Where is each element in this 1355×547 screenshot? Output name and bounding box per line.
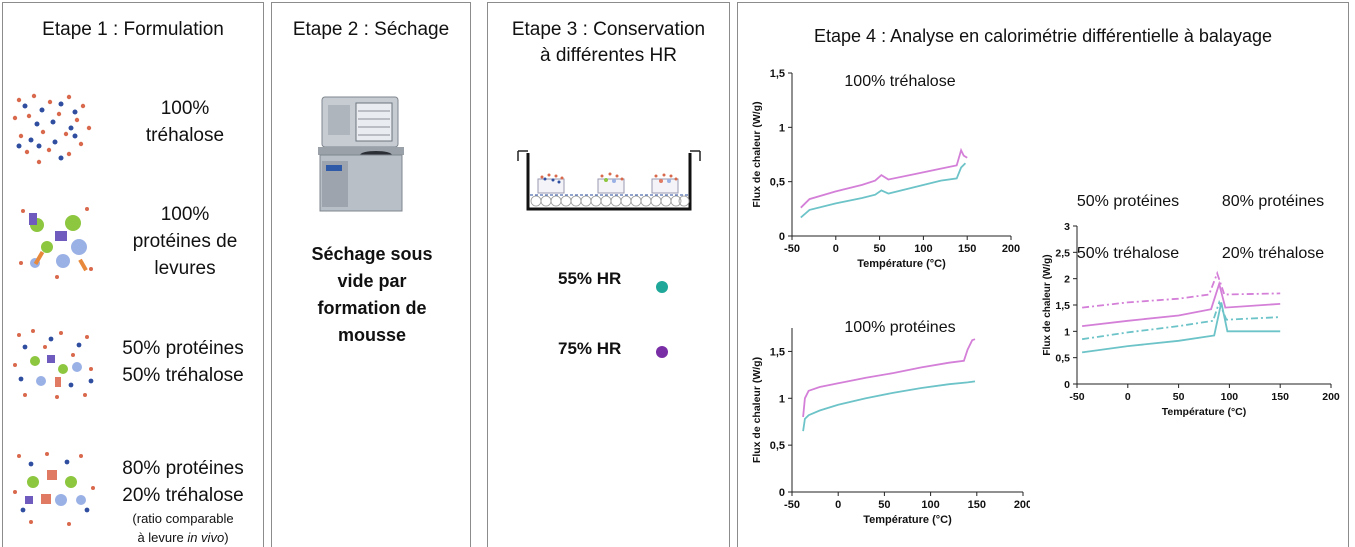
chart-mixtures-x-tick-label: 150 <box>1271 391 1289 403</box>
legend-label-80-20-line2: 20% tréhalose <box>1221 245 1325 262</box>
chart-trehalose-series-line <box>800 147 968 209</box>
chart-mixtures-y-tick-label: 2 <box>1064 274 1070 286</box>
chart-trehalose-x-tick-label: 50 <box>873 243 885 255</box>
chart-proteins-x-tick-label: -50 <box>784 499 800 511</box>
trehalose-particle-icon <box>12 93 92 165</box>
ratio-note-italic: in vivo <box>187 530 225 545</box>
chart-trehalose-y-tick-label: 1,5 <box>770 68 785 80</box>
storage-dot-75-icon <box>656 346 668 358</box>
chart-proteins-x-tick-label: 100 <box>921 499 939 511</box>
desiccator-icon <box>517 150 701 211</box>
chart-trehalose-x-tick-label: 100 <box>914 243 932 255</box>
storage-dot-55-icon <box>656 281 668 293</box>
step1-title: Etape 1 : Formulation <box>42 19 224 40</box>
ratio-note-suffix: ) <box>224 530 229 545</box>
step2-title: Etape 2 : Séchage <box>292 19 450 40</box>
chart-mixtures-x-tick-label: 200 <box>1322 391 1340 403</box>
step4-title: Etape 4 : Analyse en calorimétrie différ… <box>814 26 1272 46</box>
chart-proteins-y-tick-label: 0 <box>779 487 785 499</box>
chart-mixtures-x-tick-label: 50 <box>1173 391 1185 403</box>
chart-mixtures: -50 0 50 100 150 20000,511,522,53Température … <box>1042 221 1340 418</box>
storage-label-75: 75% HR <box>558 339 622 358</box>
step2-panel: Etape 2 : Séchage Séchage sous vide par … <box>271 2 471 547</box>
formulation-label-80-20: 80% protéines 20% tréhalose <box>122 458 244 506</box>
chart-mixtures-y-tick-label: 0,5 <box>1055 353 1070 365</box>
chart-mixtures-y-tick-label: 1 <box>1064 326 1070 338</box>
chart-proteins-title: 100% protéines <box>844 319 955 336</box>
protein-particle-icon <box>19 207 93 279</box>
chart-proteins-y-axis-label: Flux de chaleur (W/g) <box>751 357 763 463</box>
chart-proteins-series-line <box>802 380 976 432</box>
formulation-label-50-50: 50% protéines 50% tréhalose <box>122 338 244 386</box>
legend-label-80-20-line1: 80% protéines <box>1221 193 1325 210</box>
chart-mixtures-series-line <box>1081 280 1281 327</box>
chart-mixtures-y-tick-label: 0 <box>1064 379 1070 391</box>
ratio-note-line2: à levure in vivo) <box>103 528 263 547</box>
chart-proteins-series-line <box>802 338 976 418</box>
formulation-label-proteins: 100% protéines de levures <box>132 204 238 279</box>
legend-label-50-50-line2: 50% tréhalose <box>1076 245 1180 262</box>
ratio-note-line1: (ratio comparable <box>132 511 234 526</box>
chart-mixtures-series-line <box>1081 302 1281 354</box>
chart-trehalose-x-tick-label: 0 <box>833 243 839 255</box>
chart-mixtures-x-axis-label: Température (°C) <box>1162 406 1247 418</box>
step1-panel: Etape 1 : Formulation 100% tréhalose 100… <box>2 2 264 547</box>
drying-text: Séchage sous vide par formation de mouss… <box>311 244 433 345</box>
chart-proteins-x-tick-label: 0 <box>835 499 841 511</box>
chart-trehalose-title: 100% tréhalose <box>844 73 955 90</box>
chart-proteins-y-tick-label: 1,5 <box>770 346 785 358</box>
storage-label-55: 55% HR <box>558 269 622 288</box>
chart-trehalose-x-tick-label: 200 <box>1002 243 1020 255</box>
ratio-note-prefix: à levure <box>137 530 188 545</box>
legend-label-50-50: 50% protéines 50% tréhalose <box>1058 163 1198 293</box>
legend-label-80-20: 80% protéines 20% tréhalose <box>1203 163 1343 293</box>
chart-proteins-y-tick-label: 0,5 <box>770 440 785 452</box>
chart-mixtures-y-tick-label: 3 <box>1064 221 1070 233</box>
chart-mixtures-series-line <box>1081 299 1281 341</box>
chart-mixtures-x-tick-label: 0 <box>1125 391 1131 403</box>
chart-trehalose-y-tick-label: 1 <box>779 122 785 134</box>
step3-title: Etape 3 : Conservation à différentes HR <box>511 19 706 66</box>
chart-proteins-y-tick-label: 1 <box>779 393 785 405</box>
chart-trehalose-series-line <box>800 162 967 219</box>
chart-trehalose-x-tick-label: 150 <box>958 243 976 255</box>
mixed-50-particle-icon <box>13 329 94 399</box>
freeze-dryer-icon <box>318 96 404 212</box>
chart-proteins-x-tick-label: 200 <box>1014 499 1030 511</box>
mixed-80-particle-icon <box>13 452 95 526</box>
chart-trehalose-x-axis-label: Température (°C) <box>857 258 946 270</box>
chart-trehalose-y-tick-label: 0,5 <box>770 177 785 189</box>
chart-trehalose-x-tick-label: -50 <box>784 243 800 255</box>
step4-panel: Etape 4 : Analyse en calorimétrie différ… <box>737 2 1349 547</box>
chart-trehalose-y-tick-label: 0 <box>779 231 785 243</box>
chart-proteins-x-tick-label: 150 <box>968 499 986 511</box>
chart-proteins-x-axis-label: Température (°C) <box>863 514 952 526</box>
chart-trehalose-y-axis-label: Flux de chaleur (W/g) <box>751 101 763 207</box>
chart-mixtures-x-tick-label: -50 <box>1069 391 1084 403</box>
ratio-note: (ratio comparable à levure in vivo) <box>103 509 263 547</box>
chart-mixtures-y-tick-label: 2,5 <box>1055 247 1070 259</box>
chart-mixtures-series-line <box>1081 270 1281 309</box>
formulation-label-trehalose: 100% tréhalose <box>145 98 225 146</box>
chart-proteins-x-tick-label: 50 <box>878 499 890 511</box>
chart-mixtures-y-axis-label: Flux de chaleur (W/g) <box>1042 254 1053 355</box>
step3-panel: Etape 3 : Conservation à différentes HR … <box>487 2 730 547</box>
chart-mixtures-y-tick-label: 1,5 <box>1055 300 1070 312</box>
legend-label-50-50-line1: 50% protéines <box>1076 193 1180 210</box>
chart-mixtures-x-tick-label: 100 <box>1221 391 1239 403</box>
